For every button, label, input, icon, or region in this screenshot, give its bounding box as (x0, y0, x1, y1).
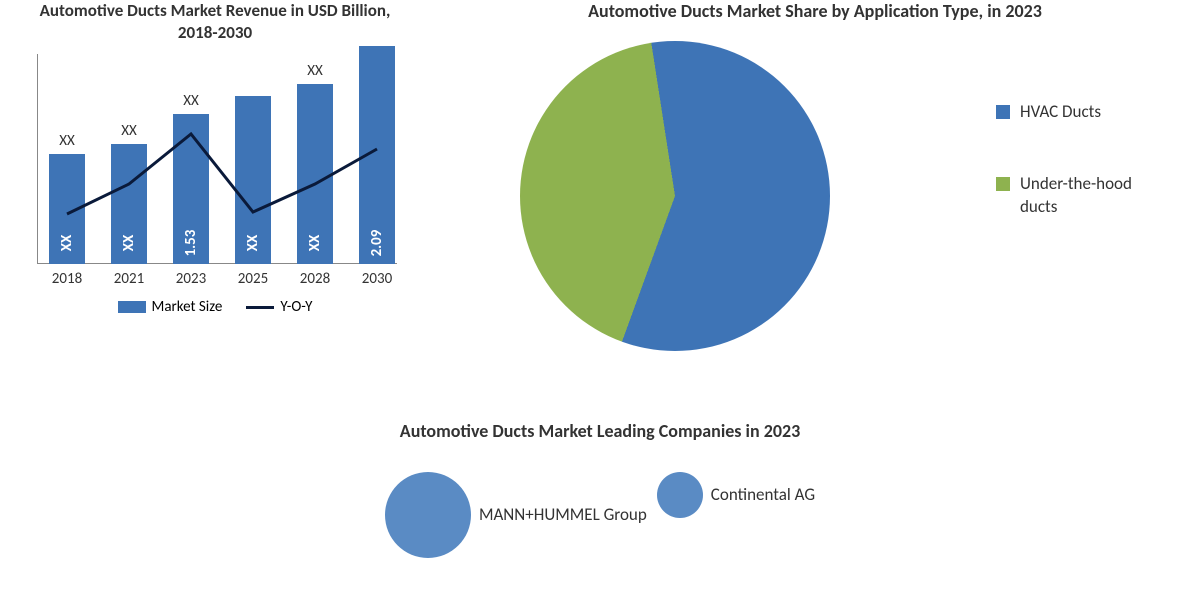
legend-yoy-label: Y-O-Y (280, 298, 312, 316)
bar-top-label-2023: XX (173, 92, 209, 110)
bar-value-2018: XX (58, 225, 76, 261)
pie-legend: HVAC Ducts Under-the-hood ducts (996, 101, 1160, 267)
pie-legend-label-hvac: HVAC Ducts (1020, 101, 1101, 123)
bar-top-label-2028: XX (297, 62, 333, 80)
bar-chart-title: Automotive Ducts Market Revenue in USD B… (0, 0, 430, 44)
legend-swatch-bar (118, 301, 146, 313)
pie-legend-item-hvac: HVAC Ducts (996, 101, 1160, 123)
pie-chart (520, 41, 830, 351)
legend-yoy: Y-O-Y (246, 298, 312, 316)
x-label-2023: 2023 (166, 270, 216, 288)
company-bubble-0 (385, 472, 471, 558)
pie-legend-swatch-underhood (996, 177, 1010, 191)
x-label-2025: 2025 (228, 270, 278, 288)
bar-chart-area: XX XX 2018 XX XX 2021 1.53 XX 2023 XX 2025 XX XX 2028… (25, 54, 405, 294)
bar-value-2030: 2.09 (368, 225, 386, 261)
pie-legend-label-underhood: Under-the-hood ducts (1020, 173, 1160, 217)
company-label-1: Continental AG (711, 484, 815, 506)
legend-market-size: Market Size (118, 298, 223, 316)
top-row: Automotive Ducts Market Revenue in USD B… (0, 0, 1200, 400)
y-axis (37, 54, 38, 264)
bar-top-label-2021: XX (111, 122, 147, 140)
pie-container: HVAC Ducts Under-the-hood ducts (430, 41, 1200, 351)
bar-legend: Market Size Y-O-Y (0, 298, 430, 316)
company-item-0: MANN+HUMMEL Group (385, 472, 647, 558)
pie-chart-title: Automotive Ducts Market Share by Applica… (430, 0, 1200, 23)
x-label-2028: 2028 (290, 270, 340, 288)
bar-value-2021: XX (120, 225, 138, 261)
bar-chart-section: Automotive Ducts Market Revenue in USD B… (0, 0, 430, 400)
bar-top-label-2018: XX (49, 132, 85, 150)
pie-chart-section: Automotive Ducts Market Share by Applica… (430, 0, 1200, 400)
companies-section: Automotive Ducts Market Leading Companie… (0, 420, 1200, 558)
x-label-2021: 2021 (104, 270, 154, 288)
legend-swatch-line (246, 306, 274, 309)
company-bubbles: MANN+HUMMEL Group Continental AG (0, 472, 1200, 558)
legend-market-size-label: Market Size (152, 298, 223, 316)
bar-value-2025: XX (244, 225, 262, 261)
bar-value-2028: XX (306, 225, 324, 261)
company-label-0: MANN+HUMMEL Group (479, 504, 647, 526)
pie-legend-swatch-hvac (996, 105, 1010, 119)
company-bubble-1 (657, 472, 703, 518)
bar-value-2023: 1.53 (182, 225, 200, 261)
companies-title: Automotive Ducts Market Leading Companie… (0, 420, 1200, 442)
pie-legend-item-underhood: Under-the-hood ducts (996, 173, 1160, 217)
x-label-2030: 2030 (352, 270, 402, 288)
x-axis (37, 263, 397, 264)
x-label-2018: 2018 (42, 270, 92, 288)
company-item-1: Continental AG (657, 472, 815, 518)
